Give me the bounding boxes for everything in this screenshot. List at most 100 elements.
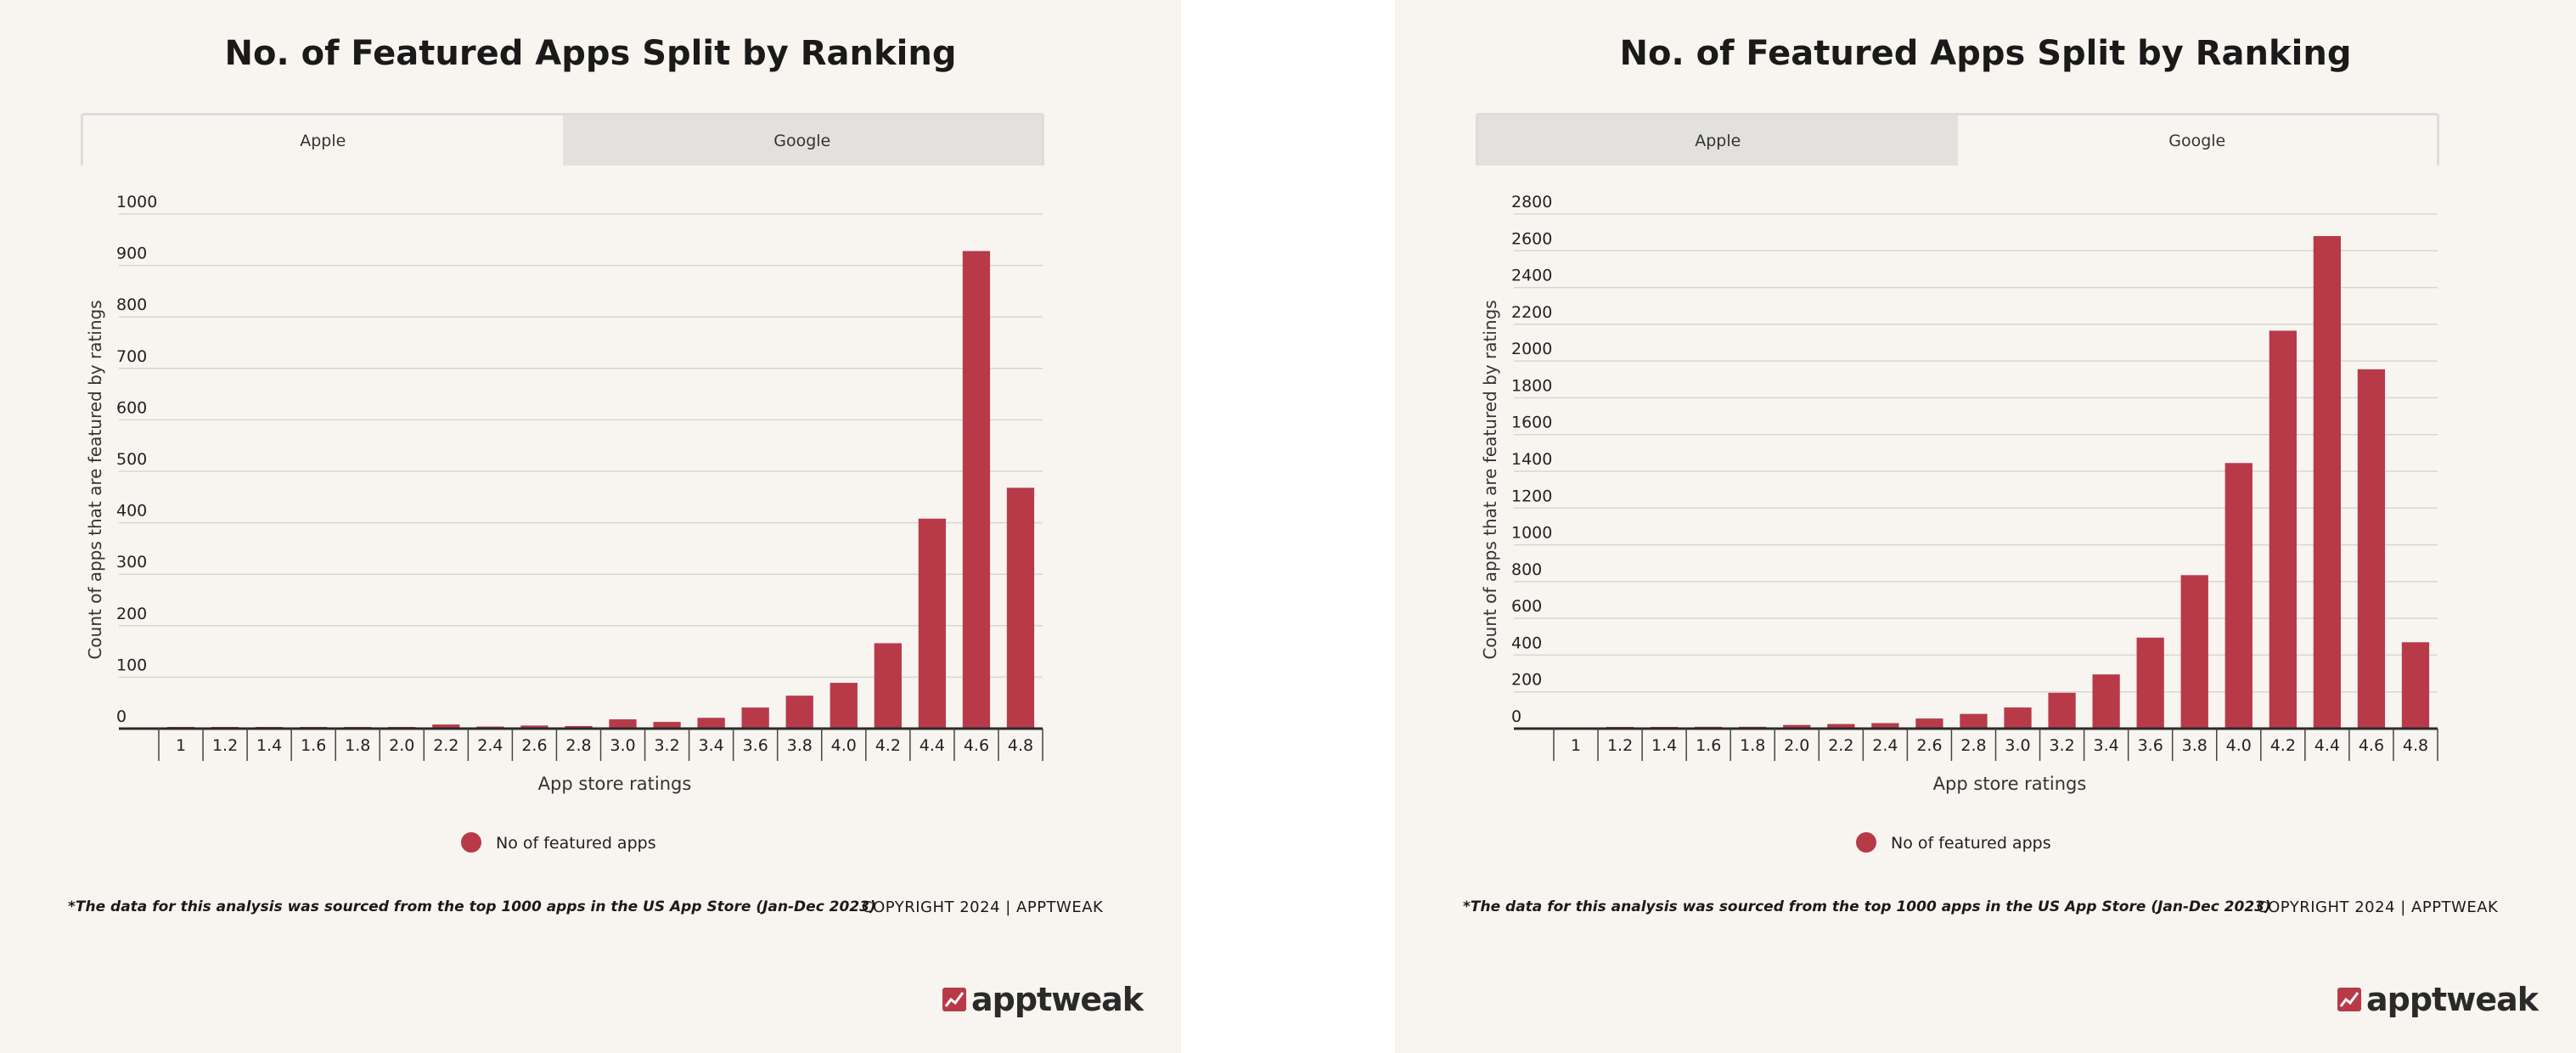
y-tick-label: 2600 <box>1511 229 1552 248</box>
x-tick-label: 4.2 <box>2270 736 2296 755</box>
legend-marker <box>461 832 481 853</box>
bar <box>653 722 681 729</box>
x-tick-label: 4.4 <box>920 736 945 755</box>
bar <box>609 719 637 729</box>
x-tick-label: 2.6 <box>521 736 547 755</box>
bar <box>2313 235 2342 729</box>
bar <box>874 643 902 729</box>
apple-panel: No. of Featured Apps Split by Ranking Ap… <box>0 0 1181 1053</box>
logo-text: apptweak <box>971 981 1144 1018</box>
bar <box>697 718 725 729</box>
apptweak-logo: apptweak <box>2337 978 2539 1021</box>
y-tick-label: 2000 <box>1511 340 1552 358</box>
y-axis-title: Count of apps that are featured by ratin… <box>85 300 105 659</box>
tab-google[interactable]: Google <box>1957 115 2437 166</box>
x-tick-label: 1.4 <box>256 736 282 755</box>
y-tick-label: 100 <box>116 656 147 674</box>
x-tick-label: 4.0 <box>831 736 857 755</box>
tab-google[interactable]: Google <box>562 115 1042 166</box>
bar <box>2269 330 2297 729</box>
copyright: COPYRIGHT 2024 | APPTWEAK <box>862 898 1104 916</box>
y-tick-label: 400 <box>1511 633 1542 652</box>
legend: No of featured apps <box>461 832 656 853</box>
footnote: *The data for this analysis was sourced … <box>68 898 876 915</box>
x-tick-label: 4.4 <box>2314 736 2340 755</box>
y-tick-label: 2400 <box>1511 267 1552 285</box>
y-tick-label: 1000 <box>1511 524 1552 543</box>
bar <box>1871 723 1899 729</box>
y-tick-label: 300 <box>116 553 147 572</box>
x-tick-label: 4.6 <box>964 736 989 755</box>
bar <box>741 707 769 729</box>
bar <box>2004 707 2032 729</box>
google-panel: No. of Featured Apps Split by Ranking Ap… <box>1395 0 2576 1053</box>
bar <box>785 695 813 729</box>
x-tick-label: 1.4 <box>1651 736 1677 755</box>
chart-trend-icon <box>2337 988 2361 1011</box>
bar <box>565 725 593 729</box>
y-tick-label: 900 <box>116 245 147 263</box>
y-tick-label: 600 <box>1511 597 1542 616</box>
y-tick-label: 0 <box>116 707 127 726</box>
y-tick-label: 200 <box>1511 671 1542 690</box>
y-tick-label: 600 <box>116 398 147 417</box>
copyright: COPYRIGHT 2024 | APPTWEAK <box>2257 898 2499 916</box>
logo-text: apptweak <box>2366 981 2539 1018</box>
x-tick-label: 4.0 <box>2226 736 2252 755</box>
y-tick-label: 1000 <box>116 193 157 211</box>
bar-chart: 0 100 200 300 400 500 600 700 800 900 1000 1 1.2 1.4 1… <box>85 193 1043 853</box>
bar-chart: 0 200 400 600 800 1000 1200 1400 1600 1800 2000 220… <box>1480 193 2438 853</box>
apptweak-logo: apptweak <box>942 978 1144 1021</box>
x-tick-label: 3.0 <box>2005 736 2030 755</box>
x-tick-label: 3.0 <box>610 736 635 755</box>
y-tick-label: 1600 <box>1511 414 1552 432</box>
store-tabs: Apple Google <box>81 113 1044 166</box>
x-axis-title: App store ratings <box>1933 774 2087 794</box>
legend-label: No of featured apps <box>496 834 656 853</box>
x-tick-label: 3.4 <box>2094 736 2119 755</box>
bar <box>2224 463 2253 729</box>
x-tick-label: 1 <box>1571 736 1581 755</box>
y-tick-label: 700 <box>116 347 147 366</box>
bar <box>1783 724 1811 729</box>
x-tick-label: 2.2 <box>1828 736 1853 755</box>
x-tick-label: 4.2 <box>875 736 901 755</box>
x-tick-label: 3.8 <box>787 736 813 755</box>
x-tick-label: 2.2 <box>433 736 458 755</box>
x-tick-label: 1.6 <box>301 736 326 755</box>
x-tick-label: 2.0 <box>1784 736 1809 755</box>
bar <box>1915 718 1943 729</box>
y-axis-title: Count of apps that are featured by ratin… <box>1480 300 1500 659</box>
bar <box>962 251 991 729</box>
x-tick-label: 2.4 <box>477 736 503 755</box>
legend-label: No of featured apps <box>1891 834 2051 853</box>
x-tick-label: 2.0 <box>389 736 414 755</box>
chart-title: No. of Featured Apps Split by Ranking <box>224 34 957 73</box>
y-tick-label: 1800 <box>1511 376 1552 395</box>
tab-apple[interactable]: Apple <box>1478 115 1958 166</box>
y-tick-label: 800 <box>116 296 147 314</box>
bar <box>2048 692 2076 729</box>
legend: No of featured apps <box>1856 832 2051 853</box>
legend-marker <box>1856 832 1876 853</box>
x-tick-label: 3.6 <box>2138 736 2163 755</box>
y-tick-label: 1200 <box>1511 487 1552 505</box>
x-tick-label: 2.6 <box>1916 736 1942 755</box>
tab-apple[interactable]: Apple <box>83 115 563 166</box>
bar <box>2136 637 2164 729</box>
chart-trend-icon <box>942 988 966 1011</box>
x-axis-title: App store ratings <box>538 774 692 794</box>
y-tick-label: 500 <box>116 450 147 469</box>
y-tick-label: 200 <box>116 605 147 623</box>
x-tick-label: 1.2 <box>1607 736 1633 755</box>
store-tabs: Apple Google <box>1476 113 2439 166</box>
x-tick-label: 1.8 <box>345 736 370 755</box>
bar <box>1827 724 1855 729</box>
x-tick-label: 4.6 <box>2359 736 2384 755</box>
bar <box>520 725 548 729</box>
x-tick-label: 2.8 <box>565 736 591 755</box>
x-tick-label: 1.2 <box>212 736 238 755</box>
bar <box>432 724 460 729</box>
y-tick-label: 2200 <box>1511 303 1552 322</box>
x-tick-label: 1.8 <box>1740 736 1765 755</box>
